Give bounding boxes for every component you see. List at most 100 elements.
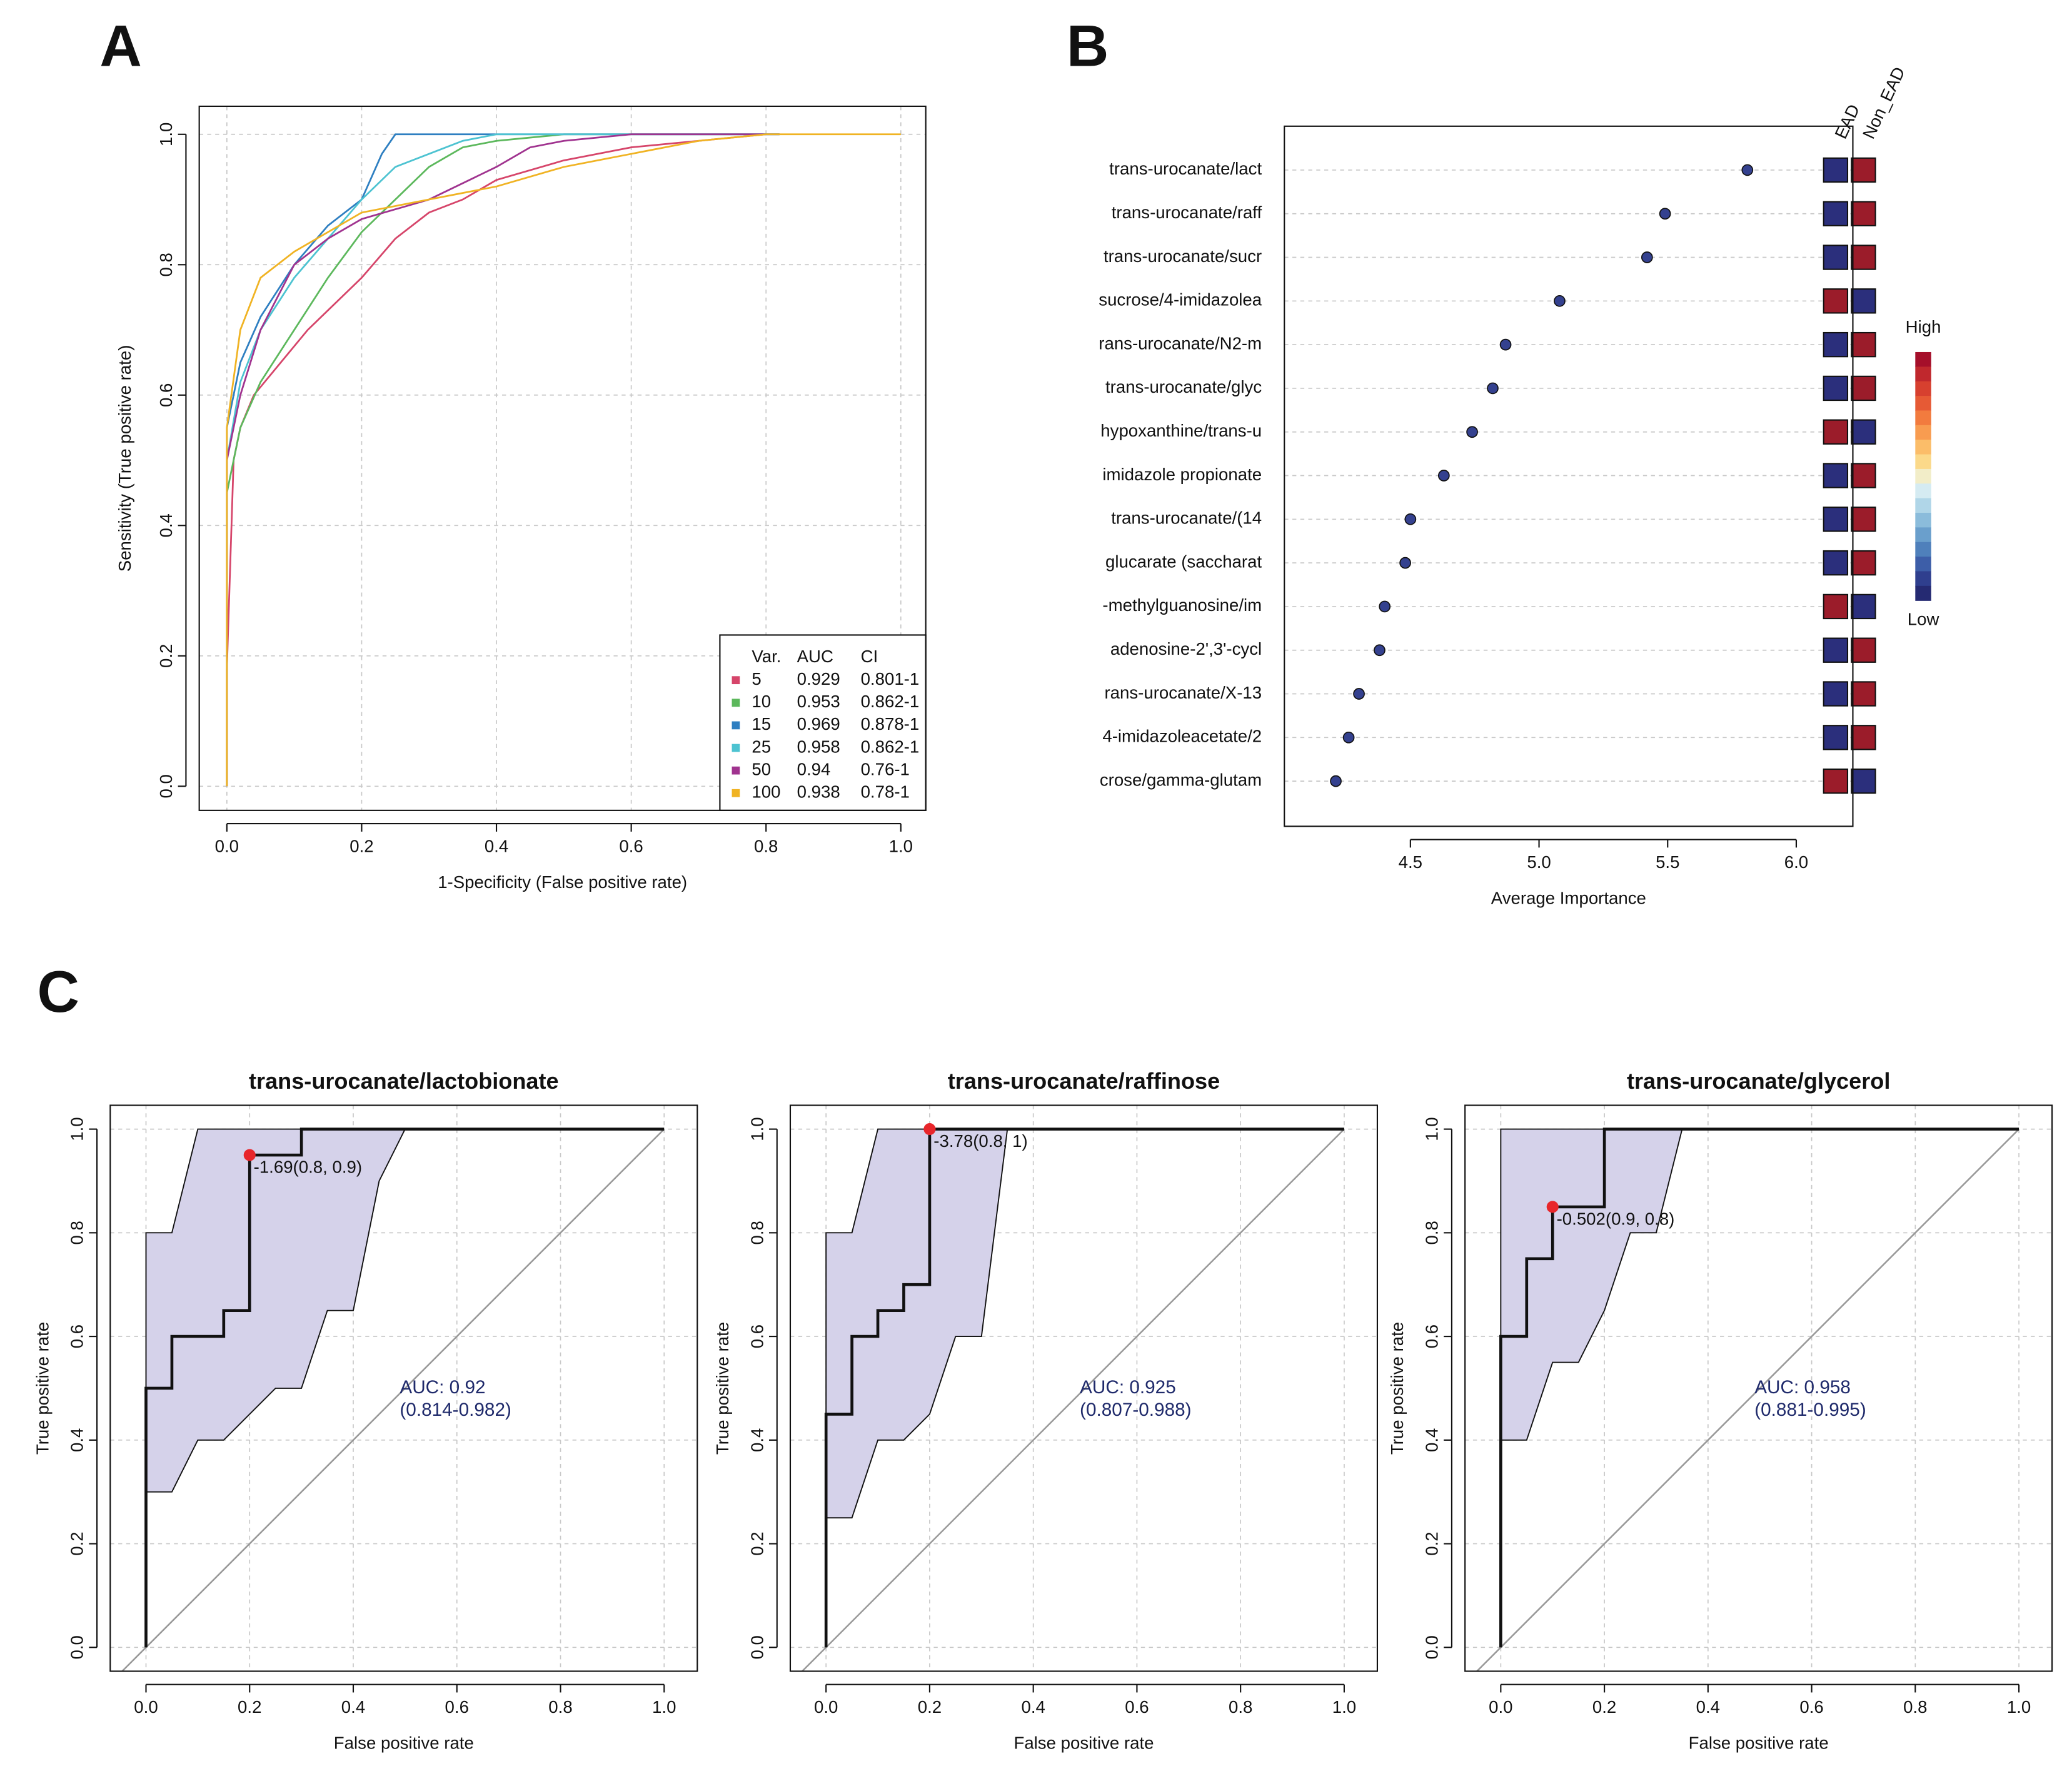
y-tick-label: 0.2 [156, 644, 176, 668]
y-tick-label: 1.0 [68, 1117, 87, 1141]
y-tick-label: 0.8 [747, 1221, 767, 1244]
auc-label: AUC: 0.958 [1754, 1377, 1851, 1398]
x-tick-label: 1.0 [1332, 1697, 1356, 1717]
legend-label: 100 [752, 782, 780, 802]
scale-cell [1915, 366, 1931, 382]
roc-line [226, 133, 780, 787]
scale-cell [1915, 425, 1931, 440]
legend-ci: 0.862-1 [861, 692, 920, 711]
heat-cell [1851, 463, 1876, 488]
chart-title: trans-urocanate/lactobionate [249, 1068, 559, 1094]
y-tick-label: 0.6 [747, 1324, 767, 1348]
legend-header: CI [861, 647, 878, 666]
heat-cell [1823, 288, 1849, 314]
category-label: trans-urocanate/lact [1109, 159, 1262, 178]
diagonal [802, 1128, 1345, 1672]
heat-cell [1823, 463, 1849, 488]
dot [1741, 164, 1754, 176]
heat-cell [1851, 375, 1876, 401]
scale-cell [1915, 440, 1931, 455]
x-tick-label: 6.0 [1784, 852, 1808, 872]
best-point-label: -0.502(0.9, 0.8) [1557, 1209, 1675, 1228]
y-tick-label: 1.0 [1422, 1117, 1441, 1141]
dot [1554, 295, 1566, 307]
category-label: trans-urocanate/glyc [1105, 377, 1262, 396]
heat-cell [1823, 550, 1849, 576]
x-tick-label: 0.2 [918, 1697, 942, 1717]
category-label: trans-urocanate/raff [1112, 203, 1262, 222]
y-tick-label: 0.8 [1422, 1221, 1441, 1244]
diagonal [121, 1128, 665, 1672]
scale-cell [1915, 571, 1931, 587]
legend-auc: 0.929 [797, 669, 840, 689]
y-axis-label: True positive rate [1387, 1322, 1407, 1455]
y-tick-label: 0.4 [1422, 1428, 1441, 1452]
y-tick-label: 0.4 [68, 1428, 87, 1452]
x-tick-label: 0.0 [134, 1697, 158, 1717]
x-tick-label: 5.5 [1656, 852, 1679, 872]
legend-ci: 0.801-1 [861, 669, 920, 689]
heat-cell [1823, 637, 1849, 663]
legend-auc: 0.94 [797, 759, 831, 779]
x-axis-label: False positive rate [334, 1733, 474, 1753]
legend-header: AUC [797, 647, 833, 666]
scale-cell [1915, 542, 1931, 557]
heat-cell [1851, 419, 1876, 445]
scale-cell [1915, 498, 1931, 513]
x-tick-label: 0.4 [341, 1697, 365, 1717]
legend-swatch [732, 699, 740, 707]
category-label: sucrose/4-imidazolea [1099, 290, 1262, 310]
ci-band [1500, 1128, 1683, 1441]
legend-ci: 0.76-1 [861, 759, 910, 779]
heat-cell [1823, 157, 1849, 183]
x-tick-label: 1.0 [889, 837, 913, 856]
best-point [243, 1149, 256, 1161]
y-axis-label: True positive rate [33, 1322, 52, 1455]
auc-ci-label: (0.807-0.988) [1080, 1400, 1192, 1420]
heat-cell [1851, 637, 1876, 663]
y-tick-label: 0.8 [68, 1221, 87, 1244]
category-label: -methylguanosine/im [1102, 595, 1262, 615]
heat-cell [1851, 593, 1876, 620]
scale-cell [1915, 527, 1931, 543]
scale-cell [1915, 396, 1931, 411]
x-tick-label: 0.8 [754, 837, 778, 856]
legend-auc: 0.938 [797, 782, 840, 802]
x-tick-label: 0.0 [814, 1697, 838, 1717]
plot-frame [789, 1104, 1379, 1672]
chart-title: trans-urocanate/raffinose [948, 1068, 1220, 1094]
legend-auc: 0.958 [797, 737, 840, 756]
scale-cell [1915, 351, 1931, 367]
roc-line [226, 133, 780, 787]
dot [1499, 338, 1512, 351]
scale-low: Low [1908, 609, 1939, 628]
panel-label: C [37, 959, 79, 1024]
x-tick-label: 0.4 [1021, 1697, 1045, 1717]
plot-frame [109, 1104, 698, 1672]
scale-cell [1915, 468, 1931, 484]
heat-cell [1851, 681, 1876, 707]
legend-swatch [732, 744, 740, 752]
plot-frame [198, 105, 927, 811]
dot [1487, 382, 1499, 395]
x-tick-label: 0.8 [1229, 1697, 1252, 1717]
x-tick-label: 0.2 [238, 1697, 261, 1717]
x-tick-label: 4.5 [1399, 852, 1422, 872]
auc-label: AUC: 0.92 [400, 1377, 485, 1398]
y-tick-label: 0.4 [156, 513, 176, 537]
best-point-label: -3.78(0.8, 1) [933, 1131, 1027, 1151]
legend-ci: 0.78-1 [861, 782, 910, 802]
heat-cell [1823, 245, 1849, 270]
legend-label: 5 [752, 669, 761, 689]
x-tick-label: 0.4 [1696, 1697, 1720, 1717]
scale-cell [1915, 483, 1931, 499]
y-tick-label: 0.2 [68, 1531, 87, 1555]
auc-label: AUC: 0.925 [1080, 1377, 1176, 1398]
x-tick-label: 0.4 [485, 837, 508, 856]
category-label: trans-urocanate/sucr [1104, 246, 1262, 266]
category-label: crose/gamma-glutam [1100, 770, 1262, 789]
x-tick-label: 5.0 [1527, 852, 1551, 872]
scale-high: High [1906, 317, 1941, 336]
legend-swatch [732, 789, 740, 797]
